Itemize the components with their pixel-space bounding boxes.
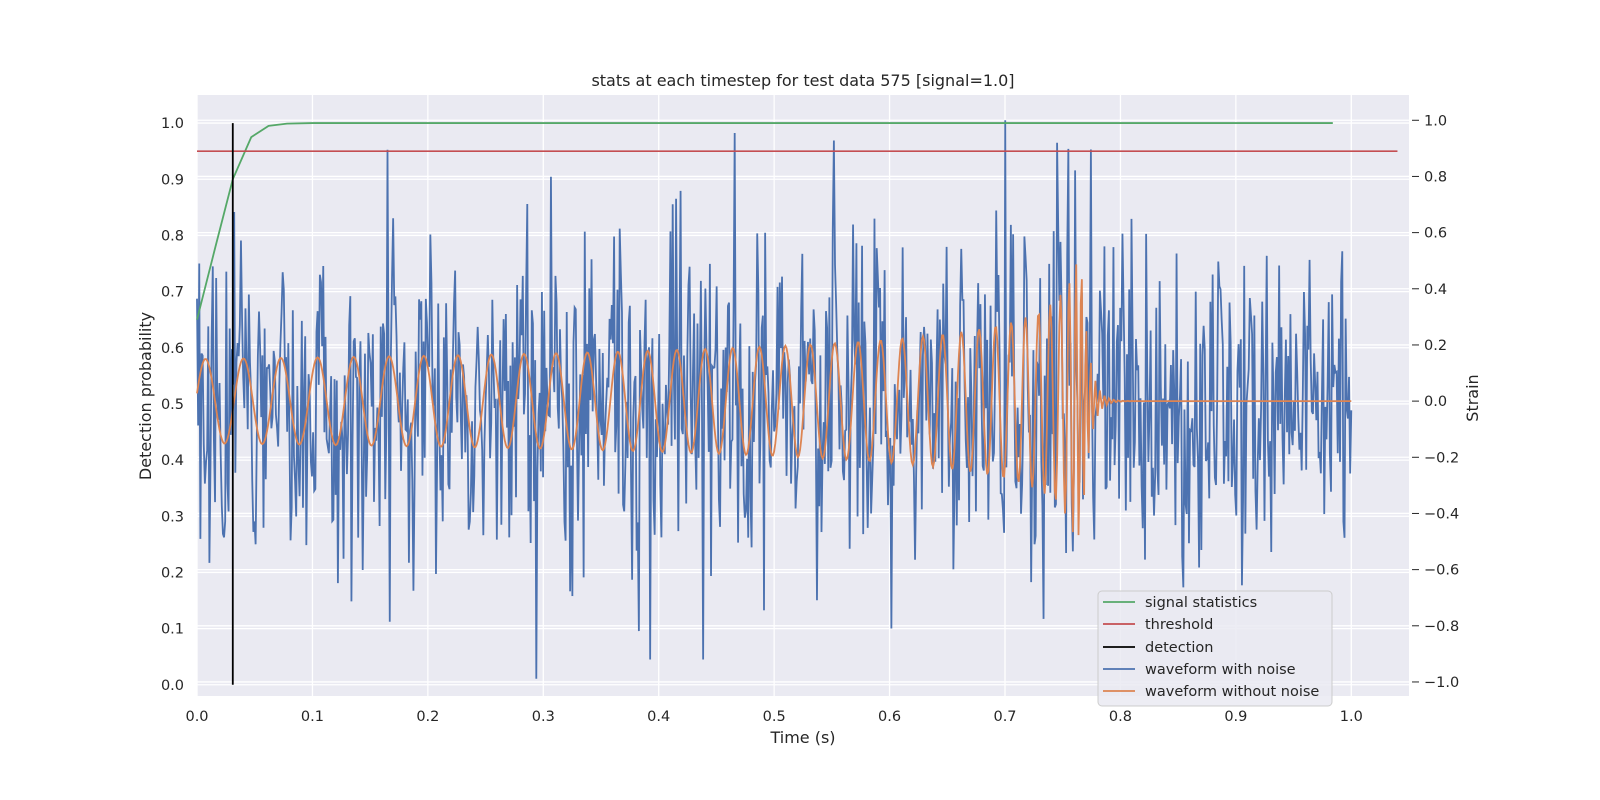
x-tick-label: 0.7 (993, 709, 1016, 725)
x-tick-label: 0.6 (878, 709, 901, 725)
x-tick-label: 0.1 (301, 709, 324, 725)
y2-tick-label: 0.4 (1424, 282, 1447, 298)
y-tick-label: 0.6 (161, 341, 184, 357)
y-tick-label: 0.5 (161, 397, 184, 413)
series-line-waveform-with-noise (196, 120, 1353, 679)
y-tick-label: 0.8 (161, 228, 184, 244)
y2-tick-label: 1.0 (1424, 113, 1447, 129)
legend-label-waveform-with-noise: waveform with noise (1145, 662, 1296, 678)
chart-title: stats at each timestep for test data 575… (591, 71, 1014, 90)
y2-axis-label: Strain (1463, 374, 1482, 421)
chart-ticks: 0.0 0.1 0.2 0.3 0.4 0.5 0.6 0.7 0.8 0.9 1.0 0.0 0.1 0… (161, 113, 1459, 725)
series-line-signal-statistics (196, 122, 1333, 320)
y-tick-label: 0.4 (161, 453, 184, 469)
series-line-waveform-without-noise (196, 264, 1352, 536)
x-axis-label: Time (s) (769, 728, 835, 747)
chart-lines (196, 120, 1398, 685)
x-tick-label: 0.0 (185, 709, 208, 725)
y2-tick-label: −0.6 (1424, 563, 1459, 579)
y-tick-label: 0.0 (161, 678, 184, 694)
x-tick-label: 0.4 (647, 709, 670, 725)
legend-label-threshold: threshold (1145, 617, 1213, 633)
legend-label-signal-statistics: signal statistics (1145, 595, 1257, 611)
y-tick-label: 0.2 (161, 565, 184, 581)
x-tick-label: 0.8 (1109, 709, 1132, 725)
y-tick-label: 0.3 (161, 509, 184, 525)
legend-label-detection: detection (1145, 640, 1213, 656)
x-tick-label: 0.5 (763, 709, 786, 725)
y2-tick-label: −0.4 (1424, 506, 1459, 522)
y2-tick-label: 0.8 (1424, 169, 1447, 185)
y-tick-label: 1.0 (161, 116, 184, 132)
y2-tick-label: 0.6 (1424, 226, 1447, 242)
y2-tick-label: 0.2 (1424, 338, 1447, 354)
y-axis-label: Detection probability (136, 312, 155, 480)
y2-tick-label: −0.8 (1424, 619, 1459, 635)
y2-tick-label: −0.2 (1424, 450, 1459, 466)
y2-tick-label: −1.0 (1424, 675, 1459, 691)
legend: signal statistics threshold detection wa… (1097, 590, 1333, 707)
y-tick-label: 0.9 (161, 172, 184, 188)
x-tick-label: 0.2 (416, 709, 439, 725)
x-tick-label: 0.3 (532, 709, 555, 725)
x-tick-label: 0.9 (1224, 709, 1247, 725)
legend-box (1097, 590, 1333, 707)
y-tick-label: 0.7 (161, 285, 184, 301)
y-tick-label: 0.1 (161, 622, 184, 638)
y2-tick-label: 0.0 (1424, 394, 1447, 410)
x-tick-label: 1.0 (1340, 709, 1363, 725)
legend-label-waveform-without-noise: waveform without noise (1145, 684, 1319, 700)
